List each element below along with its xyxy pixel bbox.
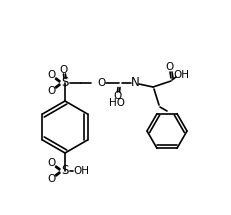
Text: O: O bbox=[47, 86, 55, 96]
Text: O: O bbox=[47, 174, 55, 184]
Text: O: O bbox=[165, 62, 173, 72]
Text: OH: OH bbox=[173, 70, 189, 80]
Text: HO: HO bbox=[109, 98, 125, 108]
Text: O: O bbox=[59, 65, 67, 75]
Text: S: S bbox=[61, 164, 69, 178]
Text: OH: OH bbox=[73, 166, 89, 176]
Text: O: O bbox=[47, 158, 55, 168]
Text: S: S bbox=[61, 77, 69, 89]
Text: N: N bbox=[131, 77, 139, 89]
Text: O: O bbox=[47, 70, 55, 80]
Text: O: O bbox=[113, 91, 121, 101]
Text: O: O bbox=[97, 78, 105, 88]
